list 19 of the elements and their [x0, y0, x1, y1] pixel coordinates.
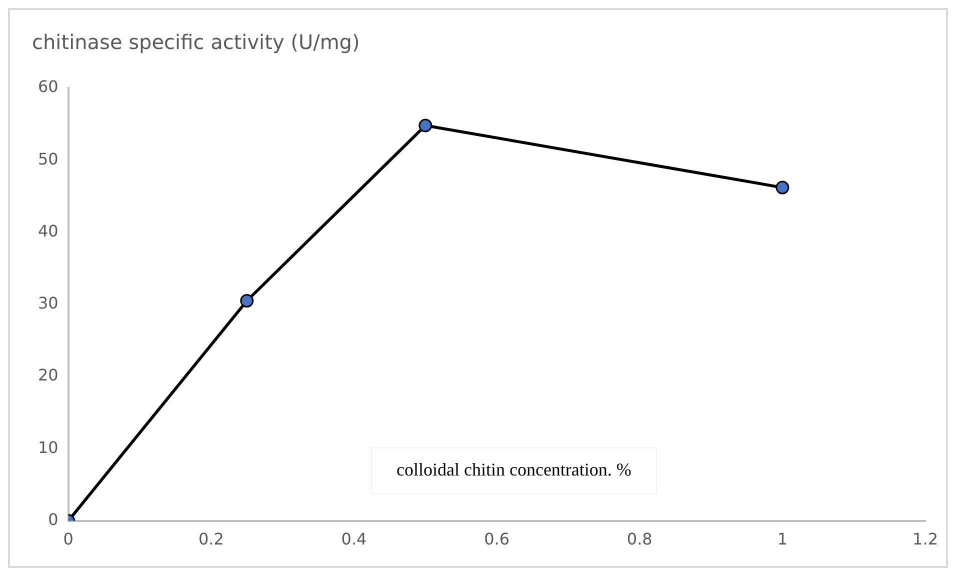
y-tick-label: 30	[38, 294, 58, 313]
x-tick-label: 0.6	[484, 530, 510, 549]
point	[240, 294, 254, 308]
y-tick-label: 20	[38, 366, 58, 385]
y-tick-label: 0	[48, 510, 58, 529]
y-tick-label: 60	[38, 77, 58, 96]
point	[776, 180, 790, 194]
y-tick-label: 40	[38, 221, 58, 240]
point	[418, 118, 432, 132]
x-tick-label: 0.4	[341, 530, 367, 549]
y-tick-label: 10	[38, 438, 58, 457]
y-axis-title: chitinase specific activity (U/mg)	[32, 30, 360, 54]
y-tick-label: 50	[38, 149, 58, 168]
x-tick-label: 1.2	[912, 530, 938, 549]
x-tick-label: 0.2	[198, 530, 224, 549]
x-tick-label: 0	[63, 530, 74, 549]
x-axis-title: colloidal chitin concentration. %	[396, 460, 632, 480]
x-tick-label: 1	[777, 530, 788, 549]
x-tick-label: 0.8	[626, 530, 652, 549]
